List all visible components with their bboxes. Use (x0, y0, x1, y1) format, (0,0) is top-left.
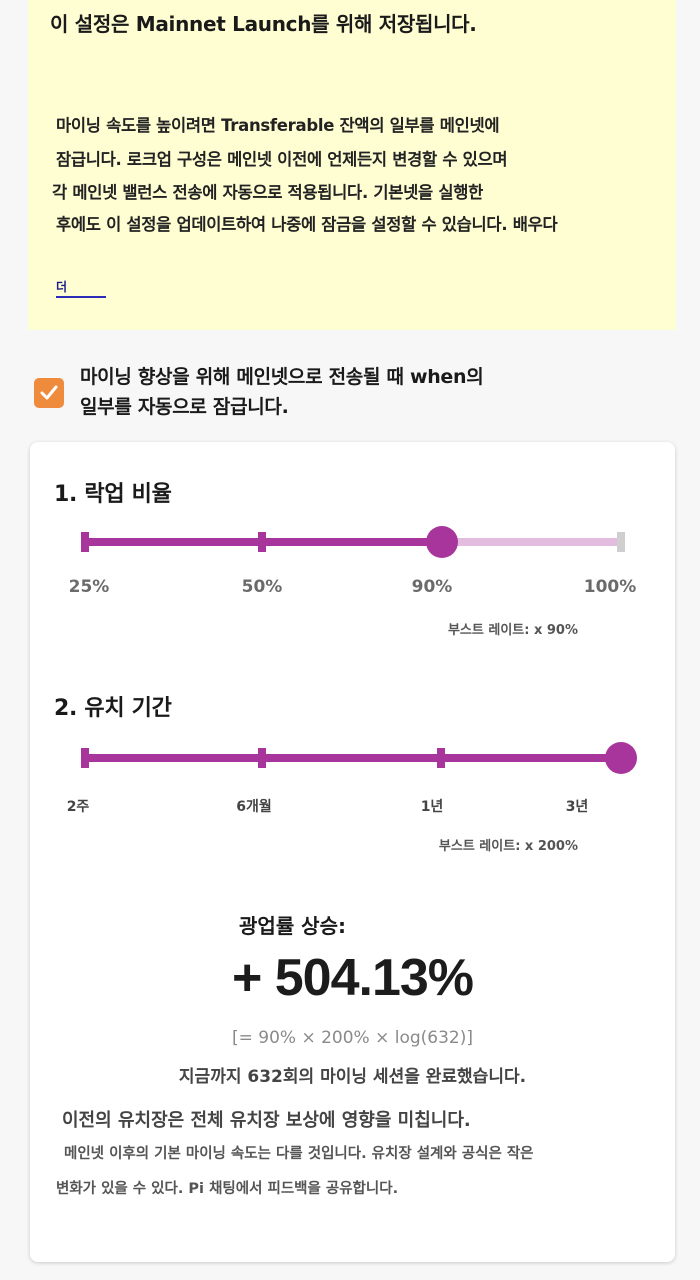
lockup-period-title: 2. 유치 기간 (54, 696, 172, 721)
auto-lock-checkbox[interactable] (34, 378, 64, 408)
slider-tick[interactable] (437, 748, 445, 768)
tick-label: 6개월 (236, 799, 272, 815)
slider-thumb[interactable] (605, 742, 637, 774)
auto-lock-label: 마이닝 향상을 위해 메인넷으로 전송될 때 when의 일부를 자동으로 잠급… (80, 362, 580, 422)
mining-rate-formula: [= 90% × 200% × log(632)] (231, 1028, 474, 1048)
lockup-notice: 이 설정은 Mainnet Launch를 위해 저장됩니다. 마이닝 속도를 … (28, 0, 676, 330)
mining-rate-value: + 504.13% (231, 949, 474, 1007)
tick-label: 100% (583, 577, 637, 597)
slider-track-fill (85, 754, 622, 762)
tick-label: 90% (411, 577, 453, 597)
slider-tick[interactable] (258, 532, 266, 552)
auto-lock-label-line: 마이닝 향상을 위해 메인넷으로 전송될 때 when의 (80, 366, 484, 388)
slider-thumb[interactable] (426, 526, 458, 558)
slider-tick[interactable] (81, 532, 89, 552)
notice-title: 이 설정은 Mainnet Launch를 위해 저장됩니다. (50, 12, 477, 36)
lockup-period-slider[interactable] (30, 738, 675, 778)
mining-sessions-text: 지금까지 632회의 마이닝 세션을 완료했습니다. (178, 1067, 527, 1087)
lockup-ratio-slider[interactable] (30, 522, 675, 562)
lockup-ratio-boost: 부스트 레이트: x 90% (447, 623, 578, 638)
auto-lock-label-line: 일부를 자동으로 잠급니다. (80, 396, 289, 418)
footnote-line: 변화가 있을 수 있다. Pi 채팅에서 피드백을 공유합니다. (56, 1181, 399, 1197)
tick-label: 1년 (420, 799, 444, 815)
lockup-settings-card: 1. 락업 비율 25% 50% 90% 100% 부스트 레이트: x 90%… (30, 442, 675, 1262)
tick-label: 2주 (66, 799, 90, 815)
slider-tick[interactable] (258, 748, 266, 768)
footnote-line: 메인넷 이후의 기본 마이닝 속도는 다를 것입니다. 유치장 설계와 공식은 … (64, 1146, 534, 1162)
notice-text-line: 마이닝 속도를 높이려면 Transferable 잔액의 일부를 메인넷에 (56, 116, 500, 135)
lockup-period-boost: 부스트 레이트: x 200% (438, 839, 578, 854)
slider-tick[interactable] (617, 532, 625, 552)
slider-tick[interactable] (81, 748, 89, 768)
lockup-ratio-title: 1. 락업 비율 (54, 482, 172, 507)
notice-text-line: 잠급니다. 로크업 구성은 메인넷 이전에 언제든지 변경할 수 있으며 (56, 150, 508, 169)
tick-label: 50% (241, 577, 283, 597)
lockup-impact-text: 이전의 유치장은 전체 유치장 보상에 영향을 미칩니다. (62, 1110, 471, 1131)
mining-rate-title: 광업률 상승: (239, 914, 346, 938)
tick-label: 3년 (565, 799, 589, 815)
checkmark-icon (40, 385, 58, 400)
tick-label: 25% (68, 577, 110, 597)
notice-text-line: 후에도 이 설정을 업데이트하여 나중에 잠금을 설정할 수 있습니다. 배우다 (56, 215, 558, 234)
notice-text-line: 각 메인넷 밸런스 전송에 자동으로 적용됩니다. 기본넷을 실행한 (52, 183, 483, 202)
learn-more-link[interactable]: 더 (56, 278, 106, 298)
